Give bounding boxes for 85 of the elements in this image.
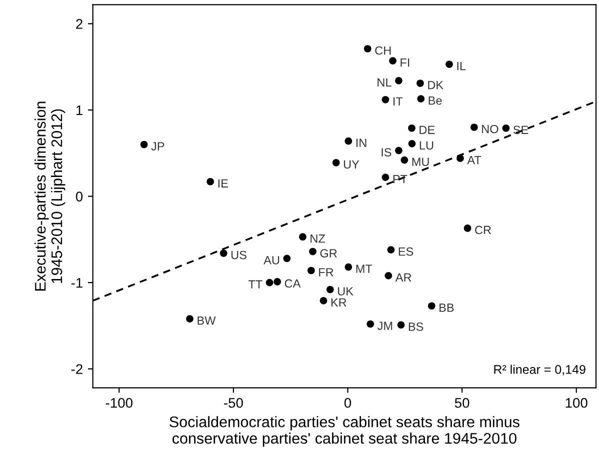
- data-label: Be: [428, 96, 442, 105]
- point: [266, 278, 274, 286]
- data-label: AU: [264, 256, 280, 264]
- point: [140, 140, 148, 148]
- y-tick-label: 2: [76, 19, 82, 29]
- point: [408, 124, 416, 132]
- data-label: US: [231, 250, 246, 260]
- x-tick-label: 50: [454, 398, 470, 408]
- data-label: SE: [513, 126, 528, 134]
- data-label: IN: [356, 138, 366, 147]
- point: [186, 315, 194, 322]
- point: [395, 146, 402, 154]
- data-label: FR: [319, 268, 334, 276]
- data-label: JM: [378, 322, 392, 330]
- data-label: JP: [151, 142, 164, 150]
- data-label: NO: [482, 124, 498, 134]
- data-label: FI: [400, 58, 410, 67]
- point: [384, 272, 392, 280]
- data-label: KR: [331, 298, 346, 307]
- point: [417, 95, 425, 102]
- point: [332, 158, 340, 166]
- point: [400, 156, 408, 164]
- data-label: CA: [284, 279, 301, 288]
- data-label: MU: [412, 158, 429, 166]
- data-label: IL: [457, 62, 466, 70]
- data-label: CR: [475, 226, 491, 234]
- data-label: AR: [395, 273, 412, 282]
- point: [344, 137, 352, 145]
- data-label: MT: [356, 264, 372, 273]
- point: [283, 254, 291, 262]
- data-label: IS: [382, 148, 392, 157]
- data-label: NL: [378, 78, 392, 86]
- point: [382, 174, 390, 181]
- point: [326, 286, 334, 294]
- point: [389, 57, 396, 64]
- point: [274, 278, 282, 286]
- x-tick-label: -100: [106, 398, 132, 408]
- y-tick-label: -1: [71, 278, 82, 288]
- x-tick-label: 100: [566, 398, 588, 408]
- point: [307, 266, 315, 274]
- data-label: PT: [393, 175, 408, 184]
- y-axis-title: Executive-parties dimension 1945-2010 (Lijphart 2012): [34, 102, 66, 291]
- data-label: UK: [338, 287, 354, 296]
- point: [408, 140, 416, 148]
- y-tick-label: -2: [71, 364, 82, 374]
- data-label: IE: [218, 179, 228, 188]
- point: [206, 178, 214, 186]
- point: [416, 80, 424, 87]
- point: [456, 154, 464, 162]
- point: [364, 45, 372, 52]
- data-label: GR: [320, 249, 337, 258]
- point: [320, 297, 328, 304]
- data-label: AT: [467, 156, 482, 164]
- point: [309, 248, 316, 256]
- data-label: LU: [420, 141, 434, 150]
- data-label: DK: [428, 80, 444, 90]
- point: [464, 224, 472, 232]
- data-label: BW: [198, 316, 216, 325]
- point: [470, 124, 478, 131]
- point: [382, 96, 390, 104]
- data-label: NZ: [310, 234, 326, 243]
- data-label: TT: [248, 280, 262, 288]
- y-tick-label: 0: [76, 192, 83, 202]
- x-axis-title: Socialdemocratic parties' cabinet seats share minus conservative parties' cabinet seat share 1945-2010: [170, 416, 520, 447]
- data-label: UY: [344, 160, 360, 169]
- data-label: ES: [398, 247, 414, 256]
- data-label: DE: [420, 126, 435, 134]
- x-tick-label: 0: [344, 398, 352, 408]
- x-tick-label: -50: [224, 398, 243, 408]
- y-tick-label: 1: [76, 105, 82, 116]
- point: [344, 263, 352, 271]
- data-label: IT: [393, 97, 403, 106]
- point: [446, 60, 453, 68]
- data-label: BB: [440, 304, 454, 312]
- point: [395, 76, 402, 84]
- point: [397, 321, 405, 329]
- point: [299, 233, 306, 241]
- point: [366, 320, 374, 328]
- point: [220, 250, 228, 257]
- point: [502, 124, 510, 132]
- data-label: CH: [375, 46, 391, 55]
- point: [387, 246, 395, 254]
- point: [428, 302, 436, 310]
- data-label: BS: [408, 322, 424, 331]
- annotation: R² linear = 0,149: [494, 364, 586, 376]
